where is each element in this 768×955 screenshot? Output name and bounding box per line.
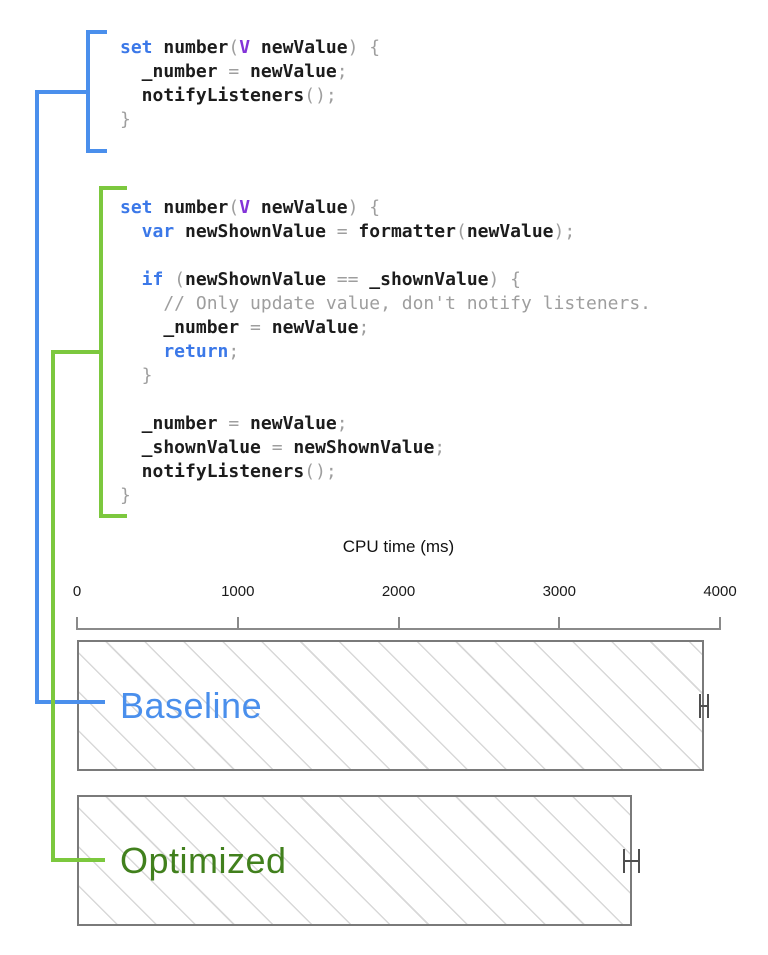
x-axis xyxy=(76,617,721,630)
code-token: } xyxy=(120,109,131,130)
code-token: V xyxy=(239,37,251,58)
code-line: } xyxy=(120,364,651,388)
code-token: set xyxy=(120,197,153,218)
code-token: number xyxy=(152,37,229,58)
code-token: newShownValue xyxy=(185,269,337,290)
code-token: notifyListeners xyxy=(120,461,305,482)
x-tick-label: 2000 xyxy=(381,583,416,600)
code-line: } xyxy=(120,108,380,132)
code-line: _number = newValue; xyxy=(120,60,380,84)
code-line: return; xyxy=(120,340,651,364)
code-token: _shownValue xyxy=(120,437,272,458)
baseline-bar-label: Baseline xyxy=(120,684,263,726)
code-line: notifyListeners(); xyxy=(120,460,651,484)
x-tick-label: 4000 xyxy=(703,583,737,600)
code-line: notifyListeners(); xyxy=(120,84,380,108)
code-token: } xyxy=(120,365,153,386)
code-line: var newShownValue = formatter(newValue); xyxy=(120,220,651,244)
code-token: notifyListeners xyxy=(120,85,305,106)
code-token: _number xyxy=(120,413,229,434)
chart-title: CPU time (ms) xyxy=(342,537,455,556)
baseline-error-bar xyxy=(699,693,709,718)
code-token: number xyxy=(152,197,229,218)
code-line: // Only update value, don't notify liste… xyxy=(120,292,651,316)
code-token: newValue xyxy=(260,317,359,338)
error-bar-part xyxy=(699,704,709,707)
code-token: = xyxy=(250,317,261,338)
x-tick-label: 3000 xyxy=(542,583,576,600)
code-token: _number xyxy=(120,61,229,82)
code-token: newValue xyxy=(466,221,554,242)
code-token: _number xyxy=(120,317,251,338)
code-token: (); xyxy=(304,85,337,106)
optimized-code-snippet: set number(V newValue) { var newShownVal… xyxy=(120,196,651,508)
code-token: if xyxy=(120,269,164,290)
code-token: ( xyxy=(163,269,186,290)
code-line: _number = newValue; xyxy=(120,316,651,340)
code-token: = xyxy=(271,437,283,458)
optimized-bar-label: Optimized xyxy=(120,839,287,881)
code-line: set number(V newValue) { xyxy=(120,196,651,220)
code-token: ; xyxy=(336,61,348,82)
code-token: ( xyxy=(228,37,240,58)
code-token: _shownValue xyxy=(358,269,489,290)
code-token: newValue xyxy=(250,197,348,218)
code-token: = xyxy=(228,61,240,82)
optimized-error-bar xyxy=(622,848,641,873)
code-token: ); xyxy=(553,221,576,242)
code-token: V xyxy=(239,197,251,218)
code-token: formatter xyxy=(347,221,456,242)
code-token: ( xyxy=(228,197,240,218)
code-token: ; xyxy=(228,341,240,362)
x-tick-label: 0 xyxy=(72,583,82,600)
x-tick-mark xyxy=(719,617,721,630)
code-token: = xyxy=(336,221,348,242)
code-token: ) { xyxy=(347,197,381,218)
code-token: == xyxy=(336,269,359,290)
code-token: ) { xyxy=(488,269,522,290)
code-token: var xyxy=(120,221,175,242)
code-token: newValue xyxy=(250,37,348,58)
x-tick-label: 1000 xyxy=(221,583,255,600)
code-line: _number = newValue; xyxy=(120,412,651,436)
code-line: _shownValue = newShownValue; xyxy=(120,436,651,460)
x-tick-mark xyxy=(397,617,400,630)
code-token: ; xyxy=(358,317,370,338)
code-token: ( xyxy=(455,221,467,242)
code-token: ; xyxy=(336,413,348,434)
x-tick-mark xyxy=(558,617,561,630)
code-token: ) { xyxy=(347,37,381,58)
error-bar-part xyxy=(622,859,641,862)
baseline-bar: Baseline xyxy=(77,640,704,771)
code-token: newShownValue xyxy=(282,437,435,458)
code-token: // Only update value, don't notify liste… xyxy=(120,293,652,314)
code-token: newValue xyxy=(239,61,337,82)
code-token: (); xyxy=(304,461,337,482)
code-token: newShownValue xyxy=(174,221,337,242)
code-token: newValue xyxy=(239,413,337,434)
baseline-code-snippet: set number(V newValue) { _number = newVa… xyxy=(120,36,380,132)
code-token: return xyxy=(120,341,229,362)
optimized-bar: Optimized xyxy=(77,795,632,926)
code-token: ; xyxy=(434,437,446,458)
code-token: = xyxy=(228,413,240,434)
x-tick-mark xyxy=(236,617,239,630)
code-token: set xyxy=(120,37,153,58)
code-line: if (newShownValue == _shownValue) { xyxy=(120,268,651,292)
x-tick-mark xyxy=(76,617,78,630)
code-line: set number(V newValue) { xyxy=(120,36,380,60)
